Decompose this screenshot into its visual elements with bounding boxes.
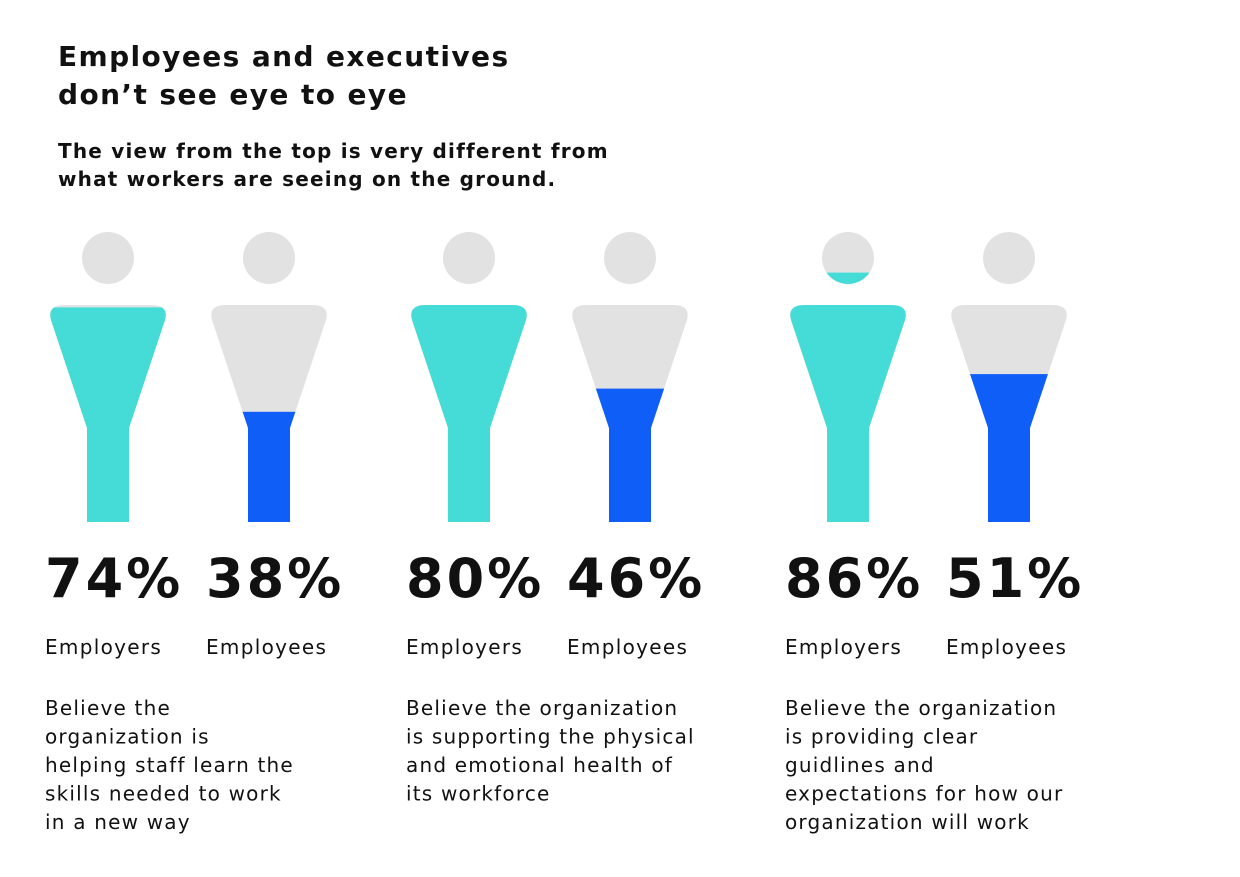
description: organization will work: [785, 810, 1030, 834]
description: helping staff learn the: [45, 753, 294, 777]
person-figure: [951, 232, 1067, 522]
figure-fill: [790, 272, 906, 522]
description: in a new way: [45, 810, 191, 834]
figure-fill: [951, 374, 1067, 522]
description: organization is: [45, 725, 210, 749]
person-figure: [411, 232, 527, 522]
figure-fill: [411, 290, 527, 522]
subtitle: what workers are seeing on the ground.: [58, 167, 556, 191]
group-label: Employees: [567, 635, 688, 659]
group-label: Employers: [406, 635, 523, 659]
description: guidlines and: [785, 753, 935, 777]
description: Believe the organization: [785, 696, 1057, 720]
title: Employees and executives: [58, 40, 510, 73]
description: is providing clear: [785, 725, 978, 749]
group-label: Employers: [785, 635, 902, 659]
person-figure: [211, 232, 327, 522]
description: Believe the organization: [406, 696, 678, 720]
group-label: Employees: [946, 635, 1067, 659]
figure-fill: [572, 388, 688, 522]
description: is supporting the physical: [406, 725, 695, 749]
description: skills needed to work: [45, 782, 282, 806]
person-figure: [50, 232, 166, 522]
description: and emotional health of: [406, 753, 673, 777]
group-label: Employees: [206, 635, 327, 659]
percent-label: 86%: [785, 547, 923, 610]
person-figure: [790, 232, 906, 522]
percent-label: 80%: [406, 547, 544, 610]
percent-label: 51%: [946, 547, 1084, 610]
group-label: Employers: [45, 635, 162, 659]
title: don’t see eye to eye: [58, 78, 408, 111]
percent-label: 74%: [45, 547, 183, 610]
person-figure: [572, 232, 688, 522]
percent-label: 46%: [567, 547, 705, 610]
subtitle: The view from the top is very different …: [58, 139, 609, 163]
description: Believe the: [45, 696, 171, 720]
description: expectations for how our: [785, 782, 1063, 806]
percent-label: 38%: [206, 547, 344, 610]
figure-fill: [50, 307, 166, 522]
figure-fill: [211, 411, 327, 522]
description: its workforce: [406, 782, 551, 806]
